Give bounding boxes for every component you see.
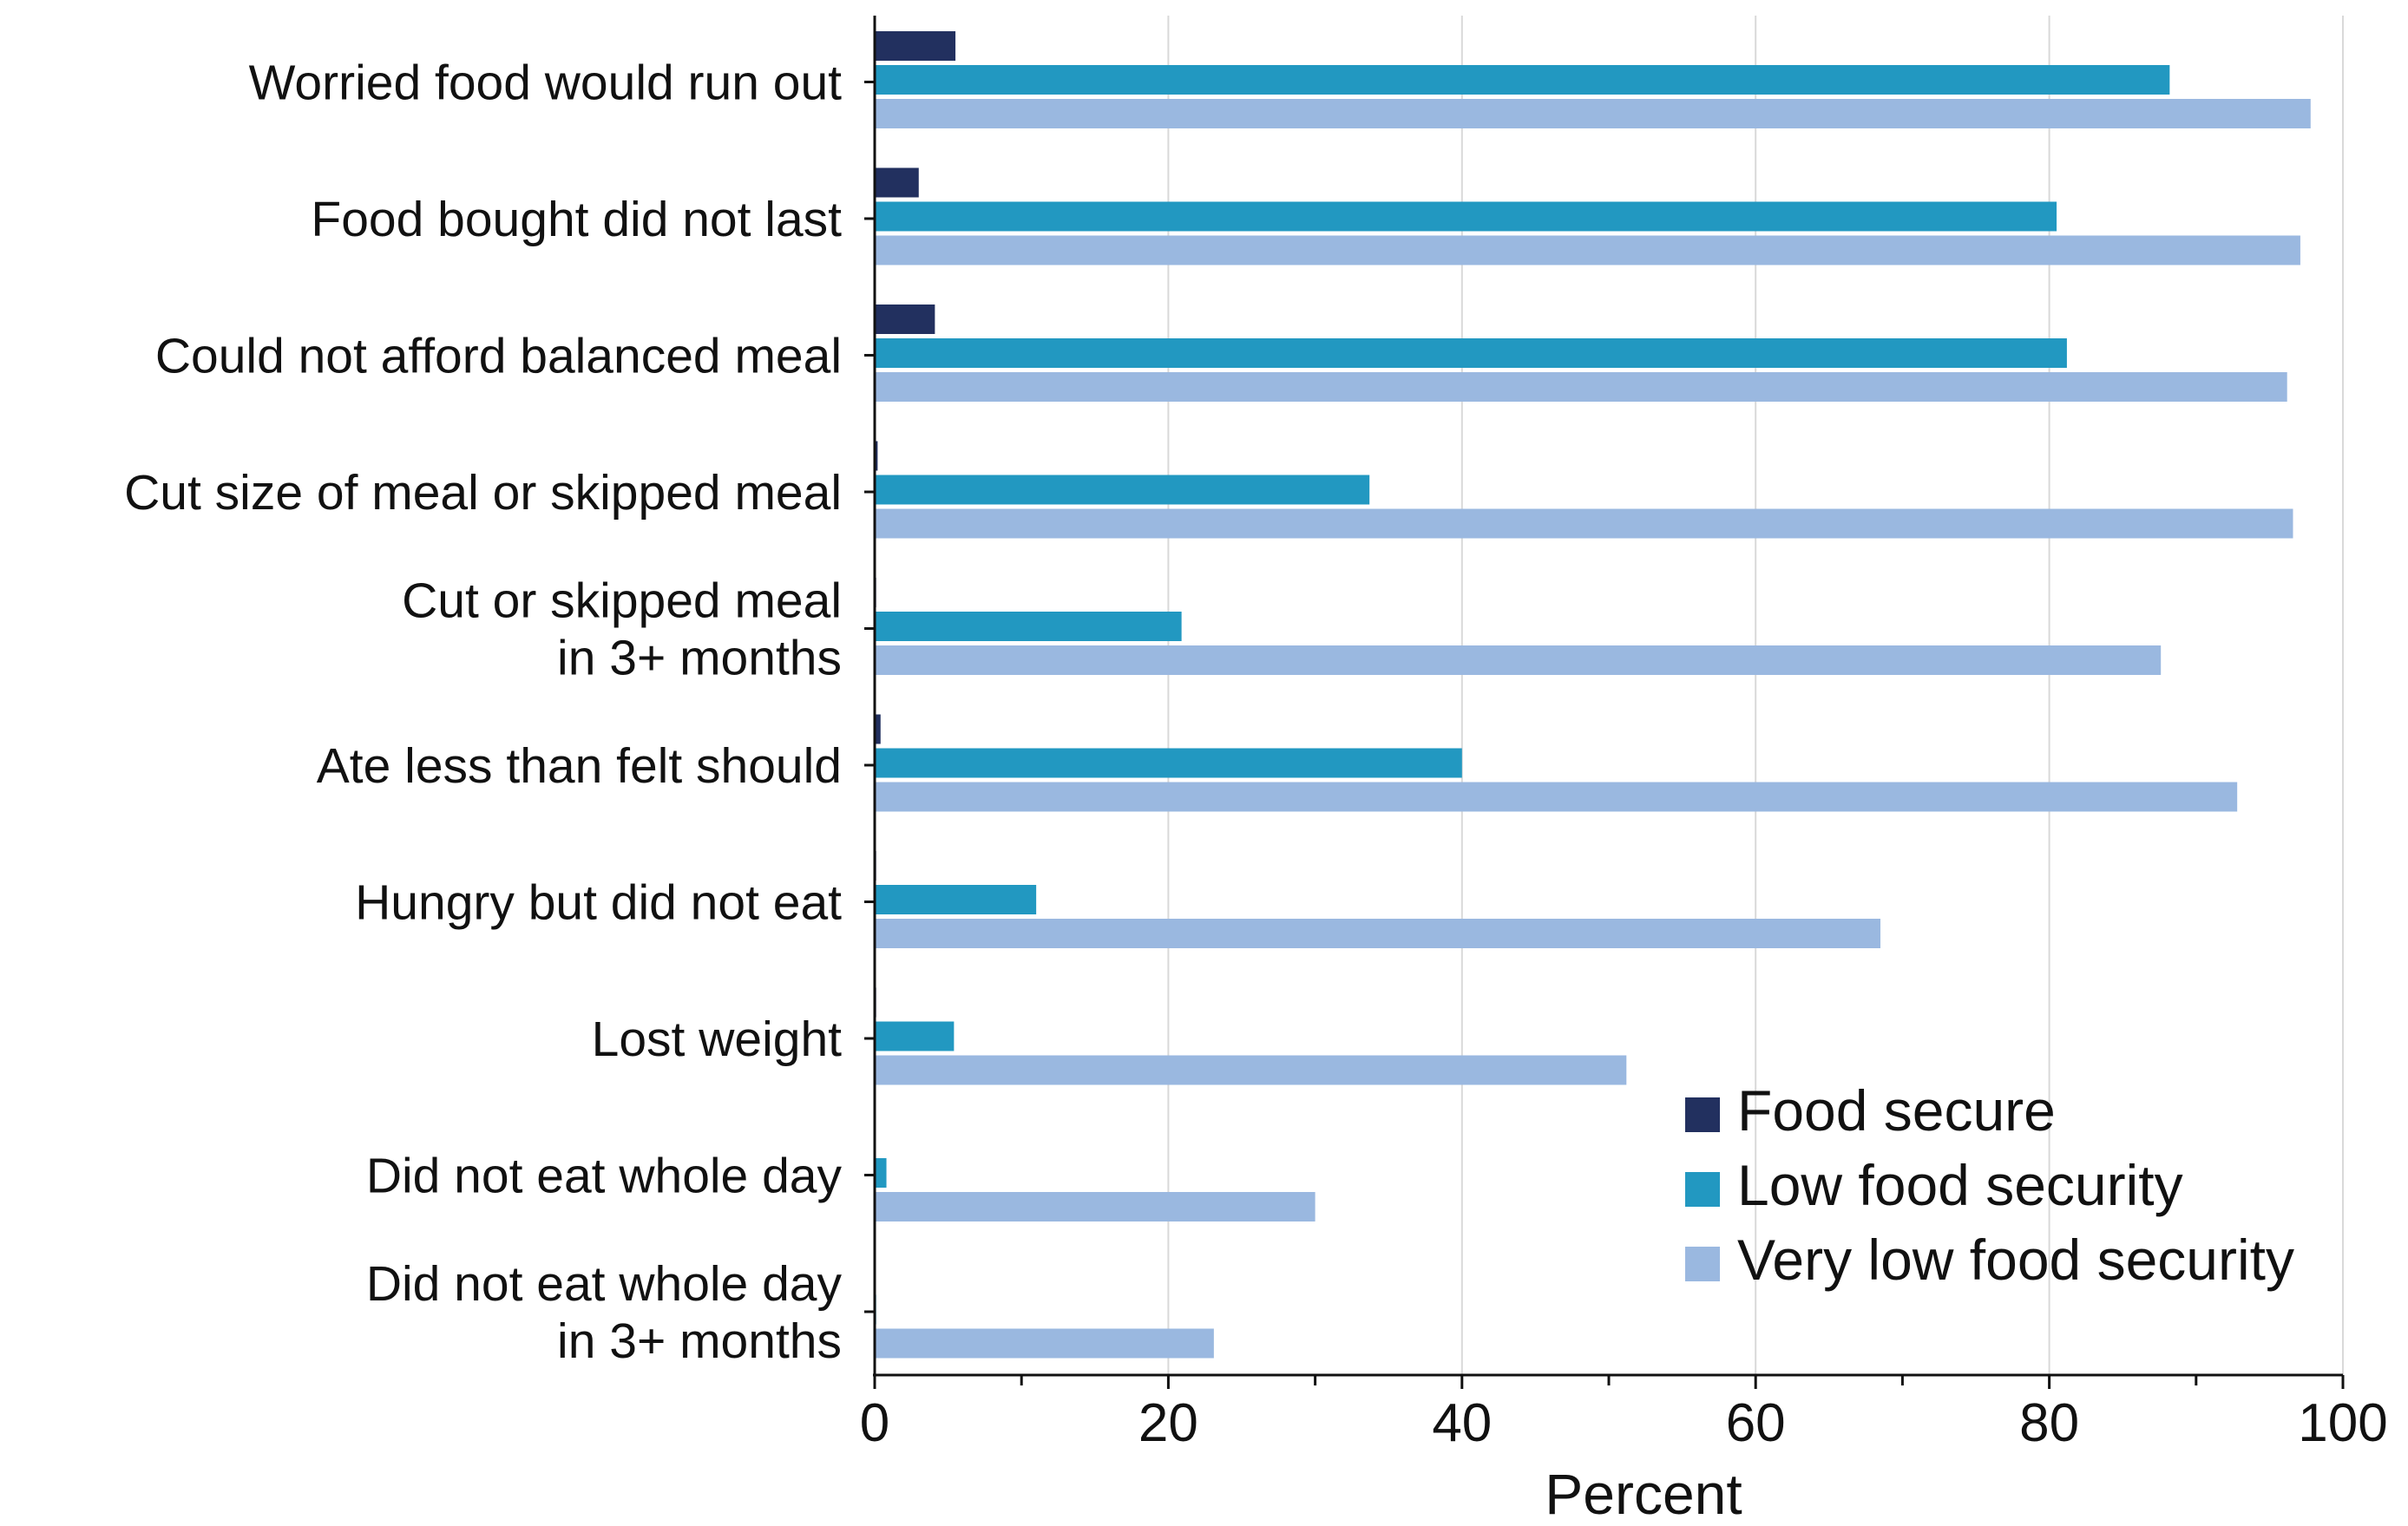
bar-2-2 (875, 372, 2287, 402)
category-label: Cut or skipped meal in 3+ months (402, 573, 842, 686)
x-tick-labels: 0 20 40 60 80 100 (860, 1393, 2388, 1453)
bar-1-4 (875, 612, 1182, 641)
category-label: Lost weight (592, 1012, 843, 1067)
category-label-line: Could not afford balanced meal (155, 329, 842, 384)
category-labels: Worried food would run out Food bought di… (124, 56, 842, 1370)
category-label-line: Ate less than felt should (317, 738, 842, 794)
bars (875, 31, 2311, 1359)
bar-0-0 (875, 31, 956, 61)
category-label-line: Cut or skipped meal (402, 573, 842, 629)
category-label-line: Food bought did not last (311, 192, 842, 247)
bar-1-7 (875, 1021, 955, 1051)
x-tick-label: 40 (1432, 1393, 1492, 1453)
category-label: Hungry but did not eat (355, 875, 842, 931)
x-axis-title: Percent (1545, 1462, 1742, 1526)
legend-swatch (1685, 1247, 1720, 1281)
category-label: Ate less than felt should (317, 738, 842, 794)
legend-swatch (1685, 1172, 1720, 1207)
bar-0-3 (875, 441, 878, 471)
category-label-line: Hungry but did not eat (355, 875, 842, 931)
category-label: Worried food would run out (249, 56, 842, 111)
bar-2-6 (875, 919, 1881, 948)
category-label-line: Did not eat whole day (366, 1149, 843, 1204)
legend-label: Low food security (1737, 1153, 2183, 1217)
category-label: Did not eat whole day (366, 1149, 843, 1204)
bar-2-9 (875, 1328, 1214, 1359)
legend: Food secure Low food security Very low foo… (1685, 1078, 2294, 1292)
bar-1-1 (875, 201, 2057, 232)
x-tick-label: 100 (2298, 1393, 2387, 1453)
category-label-line: in 3+ months (557, 631, 842, 686)
x-tick-label: 60 (1726, 1393, 1786, 1453)
bar-2-1 (875, 235, 2300, 265)
bar-0-1 (875, 167, 919, 198)
category-label: Did not eat whole day in 3+ months (366, 1256, 843, 1369)
legend-label: Very low food security (1737, 1228, 2294, 1292)
bar-2-0 (875, 99, 2311, 128)
x-tick-label: 20 (1138, 1393, 1198, 1453)
bar-1-5 (875, 748, 1462, 778)
bar-2-8 (875, 1192, 1316, 1221)
bar-2-3 (875, 508, 2293, 539)
category-label-line: Lost weight (592, 1012, 843, 1067)
x-tick-label: 80 (2019, 1393, 2079, 1453)
bar-1-8 (875, 1158, 887, 1188)
category-label-line: Cut size of meal or skipped meal (124, 465, 842, 521)
category-label: Food bought did not last (311, 192, 842, 247)
bar-2-5 (875, 782, 2238, 812)
legend-swatch (1685, 1097, 1720, 1132)
bar-1-6 (875, 885, 1037, 914)
bar-1-0 (875, 65, 2170, 95)
category-label-line: Worried food would run out (249, 56, 842, 111)
axes (864, 16, 2345, 1389)
category-label-line: in 3+ months (557, 1313, 842, 1369)
bar-1-3 (875, 475, 1370, 505)
bar-1-2 (875, 338, 2067, 368)
category-label: Cut size of meal or skipped meal (124, 465, 842, 521)
category-label-line: Did not eat whole day (366, 1256, 843, 1312)
bar-0-2 (875, 305, 935, 334)
bar-2-7 (875, 1055, 1627, 1085)
legend-label: Food secure (1737, 1078, 2056, 1143)
x-tick-label: 0 (860, 1393, 889, 1453)
bar-0-5 (875, 714, 881, 744)
category-label: Could not afford balanced meal (155, 329, 842, 384)
bar-2-4 (875, 645, 2162, 675)
